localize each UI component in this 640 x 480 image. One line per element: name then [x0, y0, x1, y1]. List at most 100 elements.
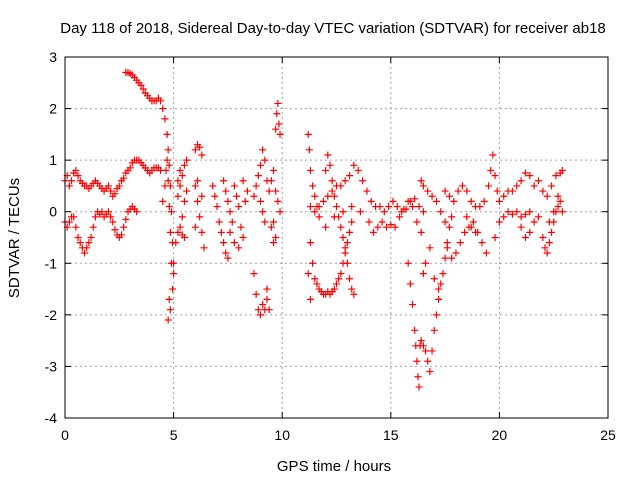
data-point — [393, 203, 401, 211]
data-point — [159, 197, 167, 205]
data-point — [313, 280, 321, 288]
data-point — [409, 203, 417, 211]
data-point — [341, 177, 349, 185]
data-point — [346, 275, 354, 283]
data-point — [72, 166, 80, 174]
data-point — [306, 166, 314, 174]
data-point — [482, 249, 490, 257]
data-point — [419, 182, 427, 190]
data-point — [419, 208, 427, 216]
data-point — [85, 239, 93, 247]
data-point — [454, 187, 462, 195]
data-point — [172, 239, 180, 247]
data-point — [517, 177, 525, 185]
data-point — [558, 166, 566, 174]
data-point — [224, 254, 232, 262]
data-point — [430, 326, 438, 334]
data-point — [350, 290, 358, 298]
data-point — [521, 210, 529, 218]
data-point — [72, 223, 80, 231]
data-point — [339, 208, 347, 216]
data-point — [437, 208, 445, 216]
data-point — [309, 259, 317, 267]
data-point — [337, 270, 345, 278]
data-point — [495, 197, 503, 205]
data-point — [333, 203, 340, 211]
data-point — [178, 213, 186, 221]
data-point — [389, 197, 397, 205]
data-point — [356, 208, 364, 216]
data-point — [176, 223, 184, 231]
data-point — [270, 239, 278, 247]
data-point — [324, 192, 332, 200]
data-point — [387, 221, 395, 229]
data-point — [346, 172, 354, 180]
data-point — [348, 203, 356, 211]
data-point — [404, 197, 412, 205]
data-point — [133, 208, 141, 216]
data-point — [91, 213, 99, 221]
chart-title: Day 118 of 2018, Sidereal Day-to-day VTE… — [60, 20, 606, 37]
axis-ticks: 0 5 10 15 20 25 -4 -3 -2 -1 0 1 2 3 — [45, 49, 616, 443]
data-point — [426, 244, 434, 252]
data-point — [543, 249, 551, 257]
data-point — [424, 187, 432, 195]
data-point — [395, 213, 403, 221]
data-point — [198, 228, 206, 236]
data-point — [126, 164, 134, 172]
data-point — [369, 228, 377, 236]
data-point — [254, 172, 262, 180]
data-point — [161, 182, 169, 190]
grid-lines — [65, 57, 608, 418]
data-point — [174, 228, 182, 236]
data-point — [435, 285, 443, 293]
y-tick-label: -2 — [45, 307, 58, 323]
data-point — [215, 218, 223, 226]
x-tick-label: 20 — [492, 427, 508, 443]
data-point — [521, 234, 529, 241]
data-point — [445, 192, 453, 200]
data-point — [104, 182, 112, 190]
data-point — [109, 218, 117, 226]
y-tick-label: 1 — [49, 152, 57, 168]
data-point — [469, 218, 477, 226]
data-point — [230, 239, 238, 247]
series-arc10 — [441, 151, 538, 262]
y-tick-label: 2 — [49, 101, 57, 117]
data-point — [120, 174, 128, 182]
data-point — [165, 295, 173, 303]
data-point — [180, 234, 188, 241]
data-point — [495, 218, 503, 226]
data-point — [166, 228, 174, 236]
data-point — [70, 213, 78, 221]
data-point — [315, 203, 323, 211]
data-point — [159, 105, 167, 113]
data-point — [437, 280, 445, 288]
data-point — [428, 192, 436, 200]
data-point — [441, 187, 449, 195]
data-point — [180, 197, 188, 205]
data-point — [250, 192, 258, 200]
data-point — [191, 223, 199, 231]
data-point — [526, 228, 534, 236]
data-point — [157, 97, 165, 105]
data-point — [81, 249, 89, 257]
x-tick-label: 25 — [600, 427, 616, 443]
data-point — [346, 228, 354, 236]
data-point — [276, 130, 284, 138]
data-point — [183, 156, 191, 164]
data-point — [178, 172, 186, 180]
data-point — [220, 239, 228, 247]
data-point — [311, 192, 319, 200]
data-point — [443, 244, 451, 252]
data-point — [487, 166, 495, 174]
data-point — [259, 146, 267, 154]
data-point — [191, 182, 199, 190]
data-point — [243, 187, 251, 195]
data-point — [83, 244, 91, 252]
data-point — [324, 151, 332, 159]
data-point — [558, 208, 566, 216]
data-point — [164, 177, 172, 185]
data-point — [270, 166, 278, 174]
x-axis-label: GPS time / hours — [277, 458, 391, 475]
